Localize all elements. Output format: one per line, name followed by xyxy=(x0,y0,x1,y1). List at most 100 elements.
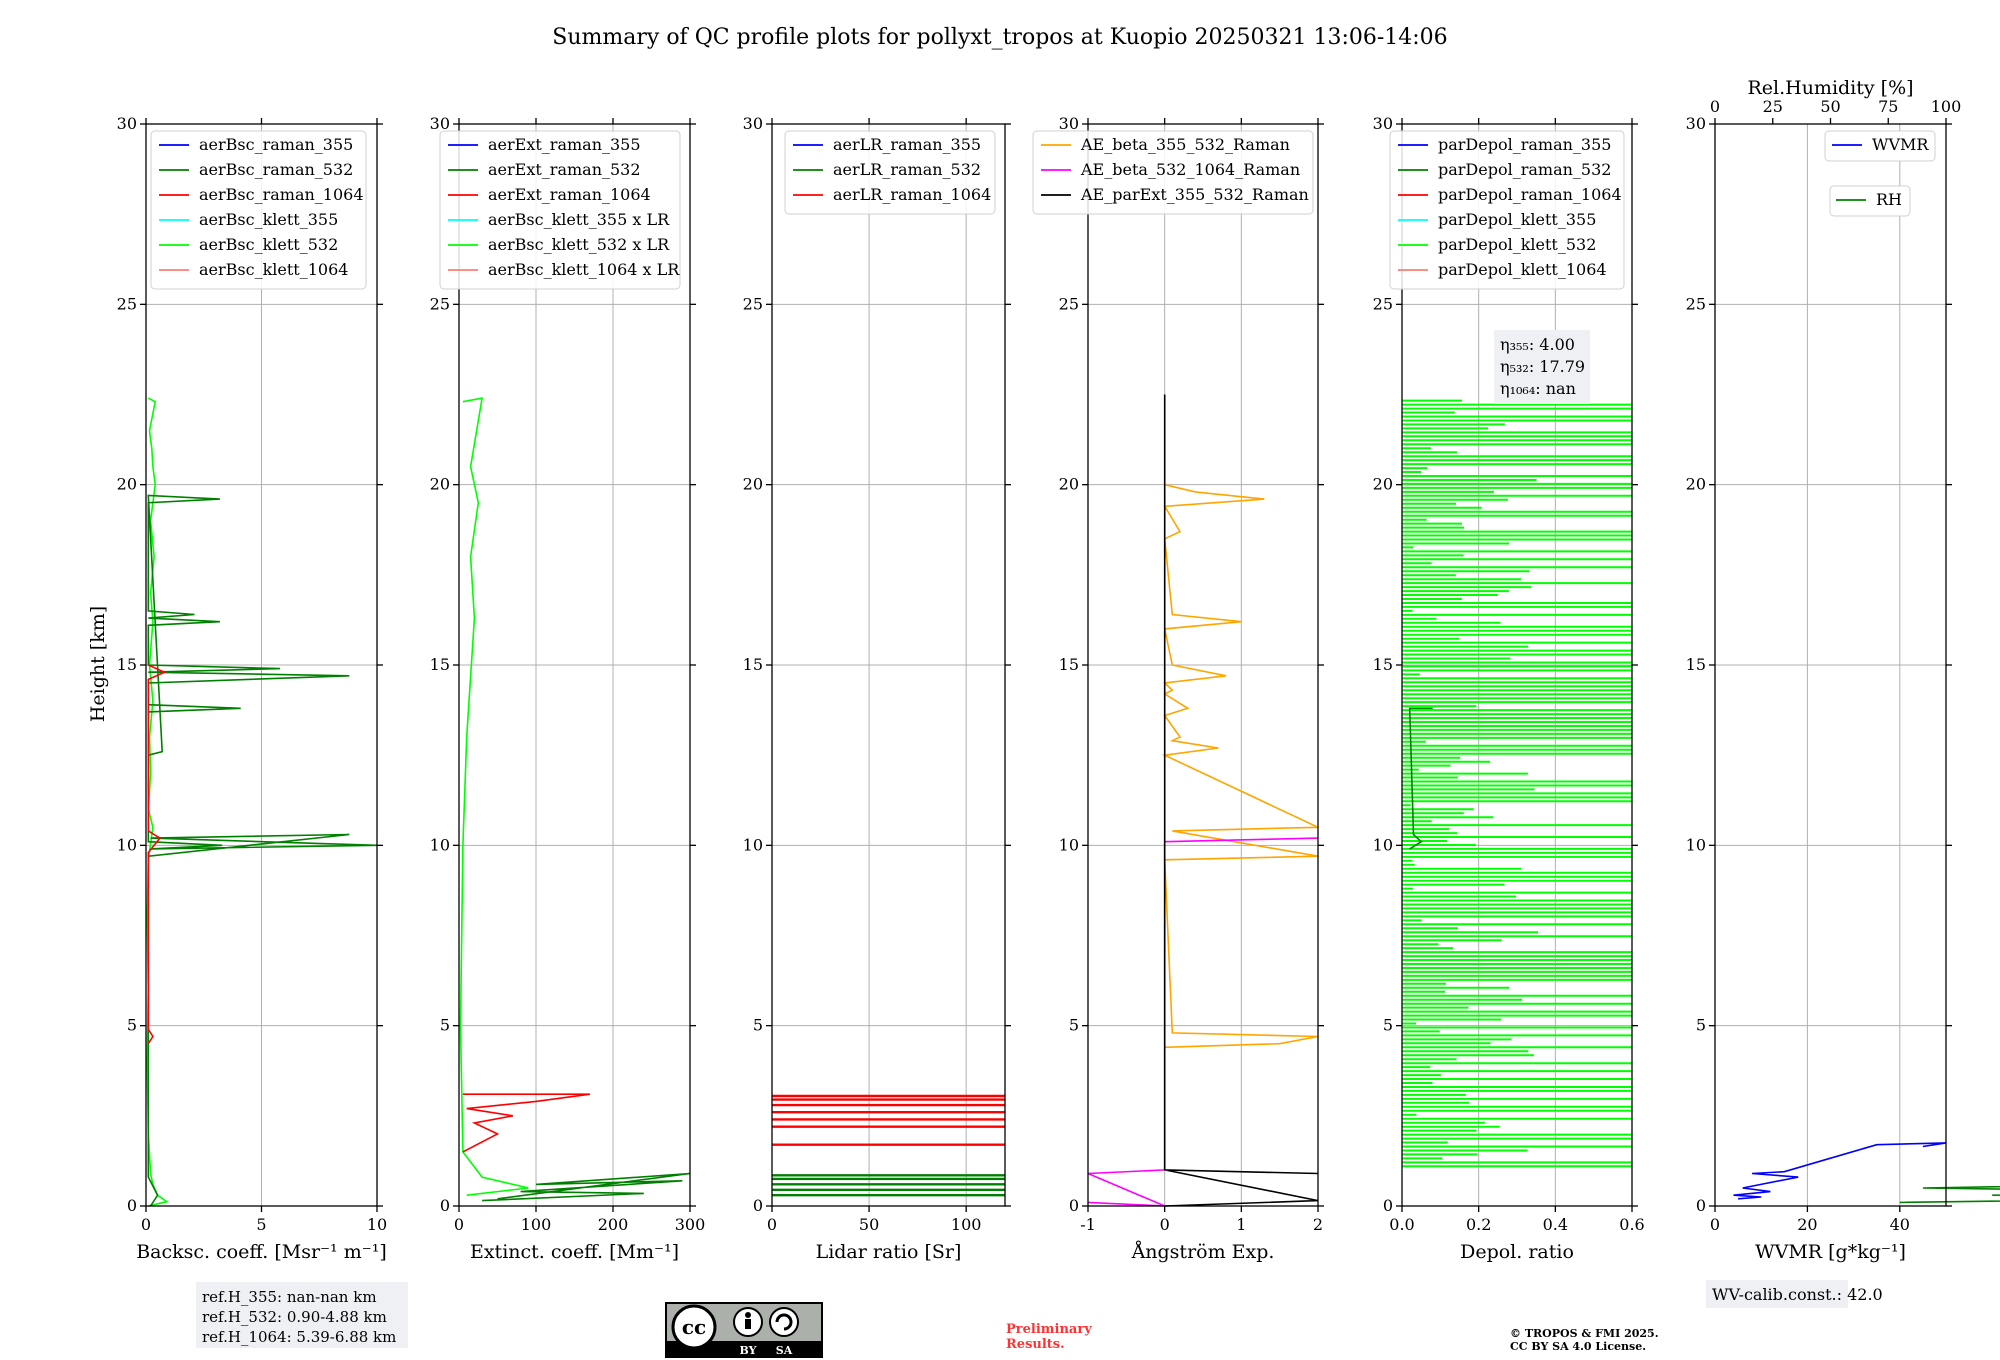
cc-icon xyxy=(671,1304,717,1350)
y-tick-label: 30 xyxy=(743,114,763,133)
legend-entry: aerExt_raman_532 xyxy=(488,160,641,179)
x-tick-label: 200 xyxy=(598,1215,629,1234)
y-tick-label: 10 xyxy=(117,835,137,854)
y-tick-label: 15 xyxy=(1686,655,1706,674)
y-tick-label: 10 xyxy=(1686,835,1706,854)
y-tick-label: 20 xyxy=(430,475,450,494)
y-tick-label: 30 xyxy=(1686,114,1706,133)
legend-entry: aerBsc_klett_1064 x LR xyxy=(488,260,680,279)
legend-entry: aerBsc_klett_1064 xyxy=(199,260,348,279)
y-tick-label: 0 xyxy=(753,1196,763,1215)
series-AE_parExt_355_532_Raman xyxy=(1163,394,1319,1207)
x-tick-label: 0 xyxy=(1160,1215,1170,1234)
by-label: BY xyxy=(740,1344,757,1357)
legend-entry: aerBsc_klett_355 x LR xyxy=(488,210,670,229)
series-AE_beta_532_1064_Raman xyxy=(1087,837,1319,1207)
ref-info-355: ref.H_355: nan-nan km xyxy=(202,1288,377,1306)
y-tick-label: 10 xyxy=(430,835,450,854)
legend-box xyxy=(439,130,681,290)
ref-info-532: ref.H_532: 0.90-4.88 km xyxy=(202,1308,387,1326)
wv-calib-const: WV-calib.const.: 42.0 xyxy=(1712,1285,1883,1304)
x-tick-label: 0 xyxy=(141,1215,151,1234)
x2-tick-label: 100 xyxy=(1931,97,1962,116)
legend-entry: AE_beta_355_532_Raman xyxy=(1080,135,1290,154)
cc-license-badge: cc BY SA xyxy=(665,1302,823,1358)
legend-box xyxy=(1032,130,1314,215)
series-parDepol_raman_532 xyxy=(1408,707,1433,850)
y-tick-label: 5 xyxy=(1696,1016,1706,1035)
legend-entry: aerBsc_raman_532 xyxy=(199,160,353,179)
copyright-line-2: CC BY SA 4.0 License. xyxy=(1510,1340,1646,1353)
eta-box: η₃₅₅: 4.00 η₅₃₂: 17.79 η₁₀₆₄: nan xyxy=(1494,330,1590,404)
legend-entry: aerBsc_klett_532 xyxy=(199,235,338,254)
y-tick-label: 20 xyxy=(1373,475,1393,494)
legend-depol: parDepol_raman_355 parDepol_raman_532 parD… xyxy=(1389,130,1625,290)
x-tick-label: 5 xyxy=(256,1215,266,1234)
y-tick-label: 10 xyxy=(1373,835,1393,854)
ref-info-box xyxy=(196,1282,408,1348)
x-tick-label: 20 xyxy=(1797,1215,1817,1234)
y-tick-label: 5 xyxy=(440,1016,450,1035)
y-tick-label: 0 xyxy=(1383,1196,1393,1215)
y-tick-label: 5 xyxy=(127,1016,137,1035)
cc-text: cc xyxy=(682,1315,706,1339)
x-axis-label: Extinct. coeff. [Mm⁻¹] xyxy=(470,1241,679,1263)
preliminary-line-1: Preliminary xyxy=(1006,1322,1092,1337)
x-tick-label: -1 xyxy=(1080,1215,1096,1234)
x-tick-label: 0.2 xyxy=(1466,1215,1491,1234)
legend-entry: parDepol_raman_1064 xyxy=(1438,185,1622,204)
y-tick-label: 25 xyxy=(430,294,450,313)
y-tick-label: 25 xyxy=(1059,294,1079,313)
y-tick-label: 0 xyxy=(1696,1196,1706,1215)
y-tick-label: 20 xyxy=(1059,475,1079,494)
series-aerBsc_klett_532 x LR xyxy=(459,397,529,1196)
legend-entry: aerLR_raman_355 xyxy=(833,135,981,154)
y-tick-label: 25 xyxy=(743,294,763,313)
y-tick-label: 30 xyxy=(1059,114,1079,133)
legend-entry: parDepol_klett_1064 xyxy=(1438,260,1607,279)
legend-entry: AE_beta_532_1064_Raman xyxy=(1080,160,1300,179)
x-axis-label: Backsc. coeff. [Msr⁻¹ m⁻¹] xyxy=(136,1241,387,1263)
panel-wv: 0 20 40 0 5 10 15 20 25 30 WVMR [g*kg⁻¹] 0 25 50 75 100… xyxy=(1686,77,2000,1263)
legend-entry: aerBsc_raman_355 xyxy=(199,135,353,154)
x-tick-label: 0.4 xyxy=(1543,1215,1568,1234)
legend-entry: parDepol_raman_355 xyxy=(1438,135,1611,154)
legend-entry: aerExt_raman_1064 xyxy=(488,185,651,204)
y-tick-label: 15 xyxy=(117,655,137,674)
y-tick-label: 0 xyxy=(1069,1196,1079,1215)
y-tick-label: 5 xyxy=(1069,1016,1079,1035)
y-tick-label: 15 xyxy=(430,655,450,674)
legend-box xyxy=(150,130,367,290)
x-tick-label: 300 xyxy=(675,1215,706,1234)
ref-info-1064: ref.H_1064: 5.39-6.88 km xyxy=(202,1328,396,1346)
y-tick-label: 25 xyxy=(1686,294,1706,313)
y-tick-label: 20 xyxy=(743,475,763,494)
x-tick-label: 1 xyxy=(1236,1215,1246,1234)
panel-depol: 0.0 0.2 0.4 0.6 0 5 10 15 20 25 30 Depol. ratio parD… xyxy=(1373,114,1645,1263)
x-tick-label: 0.0 xyxy=(1389,1215,1414,1234)
legend-entry: RH xyxy=(1876,190,1902,209)
y-tick-label: 15 xyxy=(1373,655,1393,674)
legend-ext: aerExt_raman_355 aerExt_raman_532 aerExt_r… xyxy=(439,130,681,290)
y-tick-label: 25 xyxy=(1373,294,1393,313)
legend-entry: aerBsc_klett_355 xyxy=(199,210,338,229)
legend-entry: aerBsc_raman_1064 xyxy=(199,185,364,204)
legend-lr: aerLR_raman_355 aerLR_raman_532 aerLR_rama… xyxy=(784,130,996,215)
legend-entry: parDepol_klett_355 xyxy=(1438,210,1596,229)
legend-entry: aerBsc_klett_532 x LR xyxy=(488,235,670,254)
y-tick-label: 15 xyxy=(743,655,763,674)
y-tick-label: 20 xyxy=(117,475,137,494)
copyright-line-1: © TROPOS & FMI 2025. xyxy=(1510,1327,1659,1340)
sa-icon xyxy=(769,1307,799,1337)
series-WVMR xyxy=(1733,1142,1947,1200)
x-tick-label: 100 xyxy=(521,1215,552,1234)
x-tick-label: 0.6 xyxy=(1619,1215,1644,1234)
y-tick-label: 10 xyxy=(1059,835,1079,854)
y-tick-label: 15 xyxy=(1059,655,1079,674)
x-axis-label: WVMR [g*kg⁻¹] xyxy=(1755,1241,1906,1263)
y-tick-label: 30 xyxy=(1373,114,1393,133)
y-axis-label: Height [km] xyxy=(87,606,109,722)
legend-box-wvmr xyxy=(1824,130,1936,162)
